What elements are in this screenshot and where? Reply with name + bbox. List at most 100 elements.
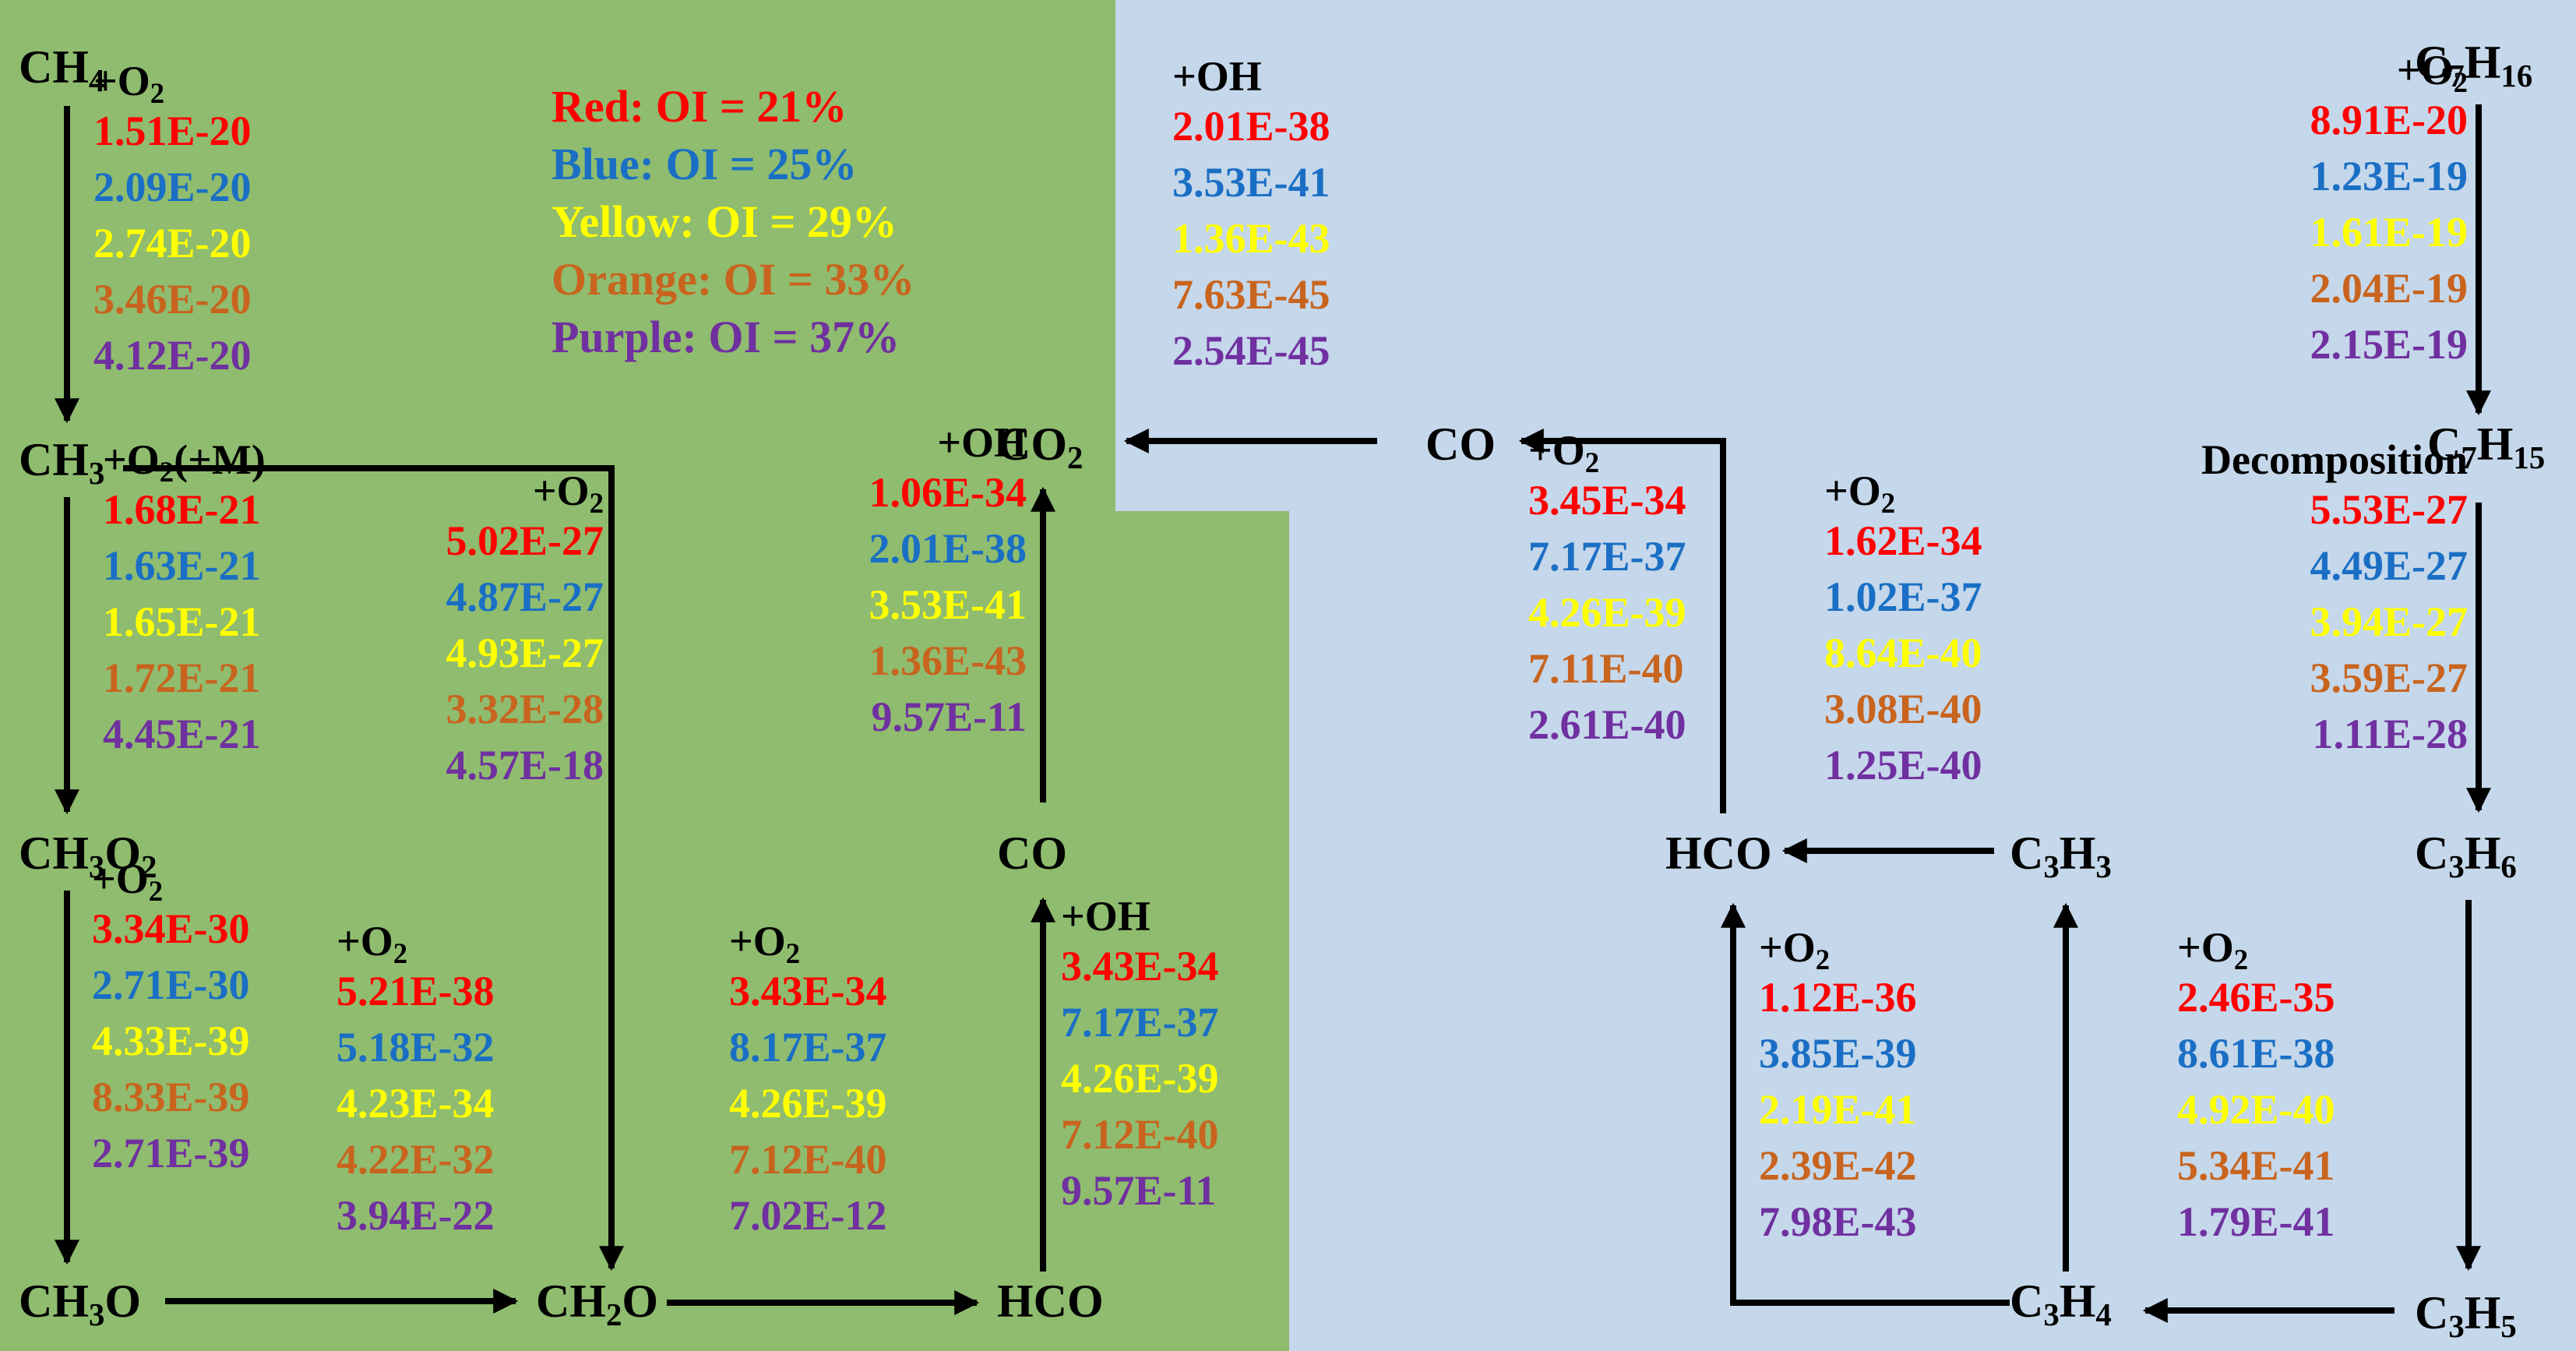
c3h3_to_hco-rate-blue: 1.02E-37 (1824, 573, 1982, 620)
species-c7h16: C7H16 (2415, 37, 2532, 93)
c3h3_to_hco-rate-red: 1.62E-34 (1824, 517, 1982, 564)
hco_right_to_co-rate-red: 3.45E-34 (1528, 477, 1686, 524)
rxn-c3h3-hco: +O21.62E-34 1.02E-37 8.64E-40 3.08E-40 1.25E… (1824, 467, 1982, 788)
c7h15_to_c3h6-rate-purple: 1.11E-28 (2312, 711, 2468, 757)
hco_to_co-rate-yellow: 4.26E-39 (1061, 1055, 1219, 1102)
co_right_to_co2-rate-yellow: 1.36E-43 (1172, 215, 1330, 262)
c3h4_to_hco-rate-yellow: 2.19E-41 (1759, 1086, 1917, 1133)
rxn-c3h5-c3h4: +O22.46E-35 8.61E-38 4.92E-40 5.34E-41 1.79E… (2177, 924, 2335, 1245)
c3h5_to_c3h4-rate-blue: 8.61E-38 (2177, 1030, 2335, 1077)
rxn-ch4-ch3: +O21.51E-20 2.09E-20 2.74E-20 3.46E-20 4.12E… (93, 58, 252, 379)
c3h5_to_c3h4-rate-purple: 1.79E-41 (2177, 1198, 2335, 1245)
ch3_to_ch3o2-rate-yellow: 1.65E-21 (103, 598, 261, 645)
ch3o2_to_ch3o-rate-purple: 2.71E-39 (92, 1130, 250, 1176)
ch2o_to_hco-rate-purple: 7.02E-12 (729, 1192, 887, 1239)
legend: Red: OI = 21% Blue: OI = 25% Yellow: OI … (551, 81, 914, 362)
co_to_co2-rate-red: 1.06E-34 (869, 469, 1027, 516)
c3h5_to_c3h4-reactant-label: +O2 (2177, 924, 2248, 975)
co_to_co2-rate-yellow: 3.53E-41 (869, 581, 1027, 628)
ch2o_to_hco-rate-yellow: 4.26E-39 (729, 1080, 887, 1127)
arrow-ch3-ch2o (123, 465, 624, 1272)
c7h15_to_c3h6-reactant-label: Decomposition (2201, 436, 2468, 483)
ch3_to_ch3o2-rate-blue: 1.63E-21 (103, 542, 261, 589)
ch3o_to_ch2o-reactant-label: +O2 (337, 918, 407, 969)
species-c3h3: C3H3 (2010, 827, 2112, 884)
hco_to_co-reactant-label: +OH (1061, 893, 1151, 940)
c3h4_to_hco-rate-red: 1.12E-36 (1759, 974, 1917, 1021)
ch3_to_ch3o2-rate-red: 1.68E-21 (103, 486, 261, 533)
ch3o_to_ch2o-rate-blue: 5.18E-32 (337, 1024, 495, 1071)
ch3_to_ch2o-reactant-label: +O2 (533, 467, 604, 519)
c3h4_to_hco-rate-blue: 3.85E-39 (1759, 1030, 1917, 1077)
rxn-ch3o-ch2o: +O25.21E-38 5.18E-32 4.23E-34 4.22E-32 3.94E… (337, 918, 495, 1239)
c3h4_to_hco-rate-purple: 7.98E-43 (1759, 1198, 1917, 1245)
co_to_co2-rate-purple: 9.57E-11 (871, 693, 1027, 740)
c3h3_to_hco-rate-yellow: 8.64E-40 (1824, 630, 1982, 676)
ch3_to_ch2o-rate-red: 5.02E-27 (446, 517, 604, 564)
ch3o_to_ch2o-rate-red: 5.21E-38 (337, 968, 495, 1014)
hco_to_co-rate-purple: 9.57E-11 (1061, 1167, 1217, 1214)
c3h5_to_c3h4-rate-red: 2.46E-35 (2177, 974, 2335, 1021)
species-ch2o: CH2O (536, 1275, 658, 1332)
hco_right_to_co-rate-yellow: 4.26E-39 (1528, 589, 1686, 636)
hco_to_co-rate-red: 3.43E-34 (1061, 943, 1219, 989)
reaction-blocks: +O21.51E-202.09E-202.74E-203.46E-204.12E… (92, 47, 2468, 1245)
species-c3h6: C3H6 (2415, 827, 2517, 884)
species-ch3o2: CH3O2 (19, 827, 157, 884)
c3h4_to_hco-rate-orange: 2.39E-42 (1759, 1142, 1917, 1189)
ch3_to_ch2o-rate-purple: 4.57E-18 (446, 742, 604, 788)
ch2o_to_hco-rate-blue: 8.17E-37 (729, 1024, 887, 1071)
legend-yellow: Yellow: OI = 29% (551, 196, 897, 247)
ch4_to_ch3-reactant-label: +O2 (93, 58, 164, 109)
ch4_to_ch3-rate-red: 1.51E-20 (93, 108, 252, 154)
c7h16_to_c7h15-rate-red: 8.91E-20 (2310, 97, 2469, 143)
ch3o_to_ch2o-rate-purple: 3.94E-22 (337, 1192, 495, 1239)
ch3_to_ch3o2-rate-purple: 4.45E-21 (103, 711, 261, 757)
hco_right_to_co-rate-blue: 7.17E-37 (1528, 533, 1686, 580)
co_right_to_co2-rate-blue: 3.53E-41 (1172, 159, 1330, 206)
rxn-co-right-co2: +OH2.01E-38 3.53E-41 1.36E-43 7.63E-45 2.54E… (1172, 53, 1330, 374)
hco_to_co-rate-orange: 7.12E-40 (1061, 1111, 1219, 1158)
legend-purple: Purple: OI = 37% (551, 312, 900, 362)
species-c3h4: C3H4 (2010, 1275, 2112, 1332)
c7h16_to_c7h15-rate-yellow: 1.61E-19 (2310, 209, 2469, 256)
rxn-ch3o2-ch3o: +O23.34E-30 2.71E-30 4.33E-39 8.33E-39 2.71E… (92, 855, 250, 1176)
ch3_to_ch2o-rate-blue: 4.87E-27 (446, 573, 604, 620)
species-ch4: CH4 (19, 41, 104, 98)
rxn-c7h16-c7h15: +O28.91E-20 1.23E-19 1.61E-19 2.04E-19 2.15E… (2310, 47, 2469, 368)
c7h15_to_c3h6-rate-yellow: 3.94E-27 (2310, 598, 2469, 645)
hco_right_to_co-rate-purple: 2.61E-40 (1528, 701, 1686, 748)
arrow-hco-right-co (1518, 429, 1726, 813)
ch4_to_ch3-rate-blue: 2.09E-20 (93, 164, 252, 210)
ch3o_to_ch2o-rate-orange: 4.22E-32 (337, 1136, 495, 1183)
co_right_to_co2-rate-orange: 7.63E-45 (1172, 271, 1330, 318)
c3h4_to_hco-reactant-label: +O2 (1759, 924, 1830, 975)
c3h3_to_hco-reactant-label: +O2 (1824, 467, 1895, 519)
c7h16_to_c7h15-rate-orange: 2.04E-19 (2310, 265, 2469, 312)
c7h16_to_c7h15-reactant-label: +O2 (2397, 47, 2468, 98)
c7h15_to_c3h6-rate-blue: 4.49E-27 (2310, 542, 2469, 589)
co_to_co2-rate-orange: 1.36E-43 (869, 637, 1027, 684)
species-ch3o: CH3O (19, 1275, 141, 1332)
species-c3h5: C3H5 (2415, 1287, 2517, 1344)
rxn-ch2o-hco: +O23.43E-34 8.17E-37 4.26E-39 7.12E-40 7.02E… (729, 918, 887, 1239)
ch3o2_to_ch3o-reactant-label: +O2 (92, 855, 163, 907)
c3h3_to_hco-rate-purple: 1.25E-40 (1824, 742, 1982, 788)
species-ch3: CH3 (19, 434, 104, 491)
ch3_to_ch3o2-rate-orange: 1.72E-21 (103, 654, 261, 701)
hco_right_to_co-rate-orange: 7.11E-40 (1528, 645, 1684, 692)
ch3_to_ch2o-rate-orange: 3.32E-28 (446, 686, 604, 732)
species-co2: CO2 (997, 418, 1083, 475)
green-region (0, 0, 1289, 1351)
co_to_co2-reactant-label: +OH (937, 419, 1027, 466)
arrow-c3h4-hco (1721, 902, 2010, 1306)
rxn-co-co2: +OH1.06E-34 2.01E-38 3.53E-41 1.36E-43 9.57E… (869, 419, 1027, 740)
ch2o_to_hco-rate-orange: 7.12E-40 (729, 1136, 887, 1183)
c3h5_to_c3h4-rate-yellow: 4.92E-40 (2177, 1086, 2335, 1133)
c3h5_to_c3h4-rate-orange: 5.34E-41 (2177, 1142, 2335, 1189)
co_right_to_co2-rate-red: 2.01E-38 (1172, 103, 1330, 150)
ch4_to_ch3-rate-yellow: 2.74E-20 (93, 220, 252, 266)
rxn-ch3-ch3o2: +O2(+M)1.68E-21 1.63E-21 1.65E-21 1.72E-21 4… (103, 436, 266, 757)
